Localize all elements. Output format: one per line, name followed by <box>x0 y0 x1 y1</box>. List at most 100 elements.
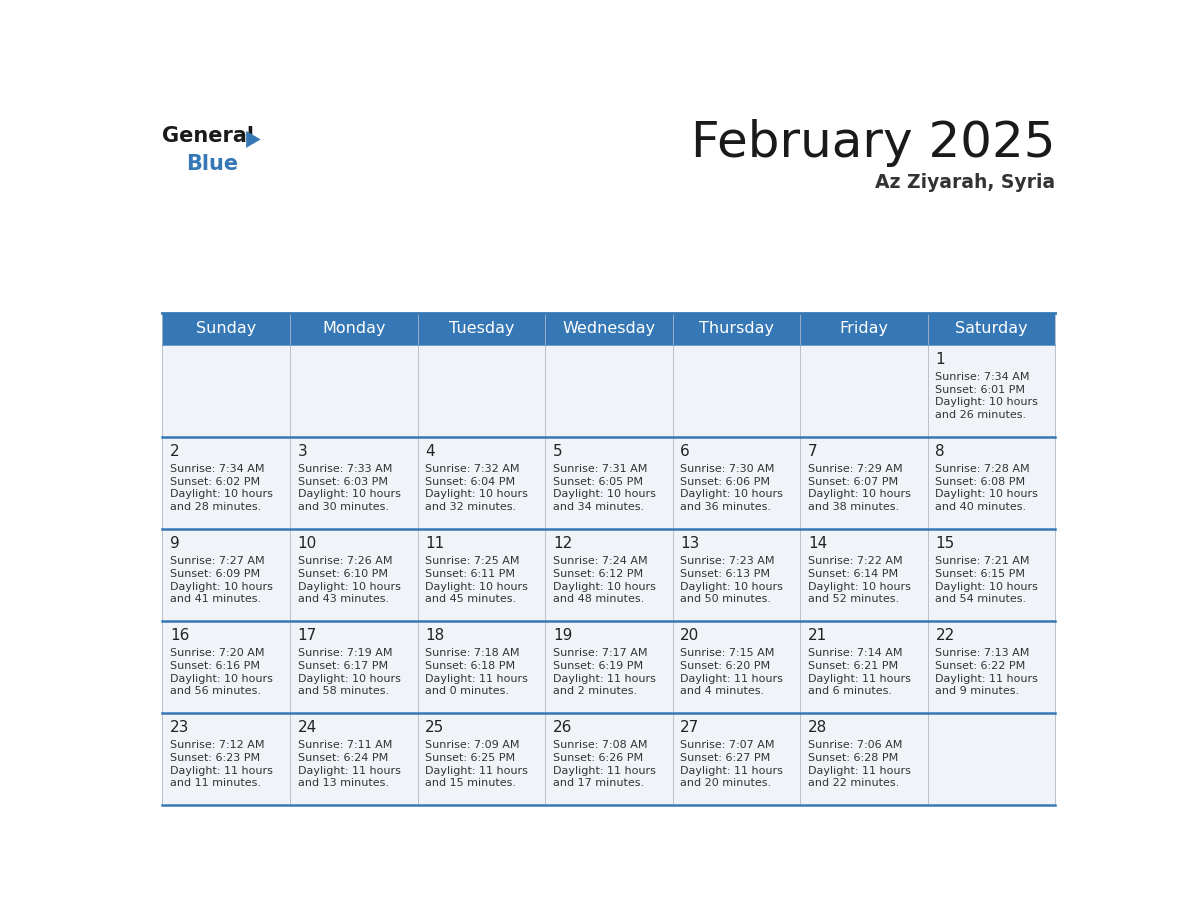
Polygon shape <box>246 131 260 148</box>
Text: Sunset: 6:16 PM: Sunset: 6:16 PM <box>170 661 260 671</box>
Text: Daylight: 11 hours: Daylight: 11 hours <box>681 766 783 776</box>
Text: Sunset: 6:19 PM: Sunset: 6:19 PM <box>552 661 643 671</box>
Bar <box>928 621 1055 713</box>
Bar <box>801 621 928 713</box>
Text: 10: 10 <box>298 536 317 551</box>
Text: and 4 minutes.: and 4 minutes. <box>681 687 765 697</box>
Text: and 30 minutes.: and 30 minutes. <box>298 502 388 512</box>
Text: Sunset: 6:14 PM: Sunset: 6:14 PM <box>808 569 898 579</box>
Bar <box>672 713 801 805</box>
Bar <box>672 345 801 437</box>
Text: and 36 minutes.: and 36 minutes. <box>681 502 771 512</box>
Text: Daylight: 11 hours: Daylight: 11 hours <box>425 674 529 684</box>
Text: Daylight: 10 hours: Daylight: 10 hours <box>681 489 783 499</box>
Text: and 50 minutes.: and 50 minutes. <box>681 594 771 604</box>
Bar <box>290 529 417 621</box>
Text: 19: 19 <box>552 628 573 644</box>
Text: Daylight: 10 hours: Daylight: 10 hours <box>170 674 273 684</box>
Text: and 48 minutes.: and 48 minutes. <box>552 594 644 604</box>
Text: and 2 minutes.: and 2 minutes. <box>552 687 637 697</box>
Text: Blue: Blue <box>185 154 238 174</box>
Text: and 56 minutes.: and 56 minutes. <box>170 687 261 697</box>
Text: Sunrise: 7:23 AM: Sunrise: 7:23 AM <box>681 556 775 566</box>
Text: Sunset: 6:28 PM: Sunset: 6:28 PM <box>808 753 898 763</box>
Bar <box>928 437 1055 529</box>
Text: 1: 1 <box>935 352 946 367</box>
Bar <box>163 345 290 437</box>
Text: Sunrise: 7:34 AM: Sunrise: 7:34 AM <box>170 465 265 474</box>
Bar <box>290 621 417 713</box>
Text: Thursday: Thursday <box>699 321 773 336</box>
Text: Sunrise: 7:06 AM: Sunrise: 7:06 AM <box>808 740 903 750</box>
Text: 18: 18 <box>425 628 444 644</box>
Text: Daylight: 11 hours: Daylight: 11 hours <box>681 674 783 684</box>
Bar <box>417 713 545 805</box>
Text: Sunrise: 7:31 AM: Sunrise: 7:31 AM <box>552 465 647 474</box>
Text: Sunrise: 7:19 AM: Sunrise: 7:19 AM <box>298 648 392 658</box>
Bar <box>801 713 928 805</box>
Text: and 52 minutes.: and 52 minutes. <box>808 594 899 604</box>
Bar <box>290 437 417 529</box>
Text: Sunday: Sunday <box>196 321 257 336</box>
Text: 23: 23 <box>170 721 190 735</box>
Text: and 22 minutes.: and 22 minutes. <box>808 778 899 789</box>
Text: Sunset: 6:24 PM: Sunset: 6:24 PM <box>298 753 388 763</box>
Text: Sunset: 6:18 PM: Sunset: 6:18 PM <box>425 661 516 671</box>
Text: Sunrise: 7:11 AM: Sunrise: 7:11 AM <box>298 740 392 750</box>
Bar <box>417 345 545 437</box>
Text: Daylight: 10 hours: Daylight: 10 hours <box>170 489 273 499</box>
Text: and 11 minutes.: and 11 minutes. <box>170 778 261 789</box>
Text: Sunrise: 7:14 AM: Sunrise: 7:14 AM <box>808 648 903 658</box>
Text: Daylight: 11 hours: Daylight: 11 hours <box>298 766 400 776</box>
Text: 20: 20 <box>681 628 700 644</box>
Bar <box>290 713 417 805</box>
Text: Sunset: 6:27 PM: Sunset: 6:27 PM <box>681 753 771 763</box>
Text: 14: 14 <box>808 536 827 551</box>
Bar <box>801 437 928 529</box>
Text: Sunset: 6:17 PM: Sunset: 6:17 PM <box>298 661 387 671</box>
Bar <box>545 529 672 621</box>
Text: Sunset: 6:08 PM: Sunset: 6:08 PM <box>935 476 1025 487</box>
Text: and 6 minutes.: and 6 minutes. <box>808 687 892 697</box>
Text: Daylight: 10 hours: Daylight: 10 hours <box>425 489 529 499</box>
Bar <box>801 529 928 621</box>
Text: 4: 4 <box>425 444 435 459</box>
Bar <box>163 713 290 805</box>
Text: 8: 8 <box>935 444 946 459</box>
Text: and 40 minutes.: and 40 minutes. <box>935 502 1026 512</box>
Text: and 45 minutes.: and 45 minutes. <box>425 594 517 604</box>
Text: 26: 26 <box>552 721 573 735</box>
Text: Sunset: 6:01 PM: Sunset: 6:01 PM <box>935 385 1025 395</box>
Text: 25: 25 <box>425 721 444 735</box>
Text: Sunrise: 7:34 AM: Sunrise: 7:34 AM <box>935 372 1030 382</box>
Text: Daylight: 10 hours: Daylight: 10 hours <box>935 582 1038 591</box>
Text: and 38 minutes.: and 38 minutes. <box>808 502 899 512</box>
Text: Tuesday: Tuesday <box>449 321 514 336</box>
Text: Sunrise: 7:13 AM: Sunrise: 7:13 AM <box>935 648 1030 658</box>
Text: 24: 24 <box>298 721 317 735</box>
Text: Sunrise: 7:07 AM: Sunrise: 7:07 AM <box>681 740 775 750</box>
Text: General: General <box>163 126 254 146</box>
Text: Daylight: 10 hours: Daylight: 10 hours <box>170 582 273 591</box>
Text: and 9 minutes.: and 9 minutes. <box>935 687 1019 697</box>
Text: Sunset: 6:25 PM: Sunset: 6:25 PM <box>425 753 516 763</box>
Text: Daylight: 10 hours: Daylight: 10 hours <box>298 674 400 684</box>
Bar <box>545 713 672 805</box>
Bar <box>672 437 801 529</box>
Text: Sunrise: 7:29 AM: Sunrise: 7:29 AM <box>808 465 903 474</box>
Text: Daylight: 10 hours: Daylight: 10 hours <box>425 582 529 591</box>
Text: Daylight: 11 hours: Daylight: 11 hours <box>935 674 1038 684</box>
Bar <box>417 621 545 713</box>
Text: Sunset: 6:12 PM: Sunset: 6:12 PM <box>552 569 643 579</box>
Bar <box>801 345 928 437</box>
Bar <box>290 345 417 437</box>
Text: Daylight: 10 hours: Daylight: 10 hours <box>681 582 783 591</box>
Text: Daylight: 10 hours: Daylight: 10 hours <box>808 582 911 591</box>
Text: Daylight: 10 hours: Daylight: 10 hours <box>298 582 400 591</box>
Text: Sunset: 6:21 PM: Sunset: 6:21 PM <box>808 661 898 671</box>
Text: Sunset: 6:02 PM: Sunset: 6:02 PM <box>170 476 260 487</box>
Text: Sunset: 6:13 PM: Sunset: 6:13 PM <box>681 569 770 579</box>
Text: Sunset: 6:15 PM: Sunset: 6:15 PM <box>935 569 1025 579</box>
Text: 9: 9 <box>170 536 179 551</box>
Text: Sunset: 6:03 PM: Sunset: 6:03 PM <box>298 476 387 487</box>
